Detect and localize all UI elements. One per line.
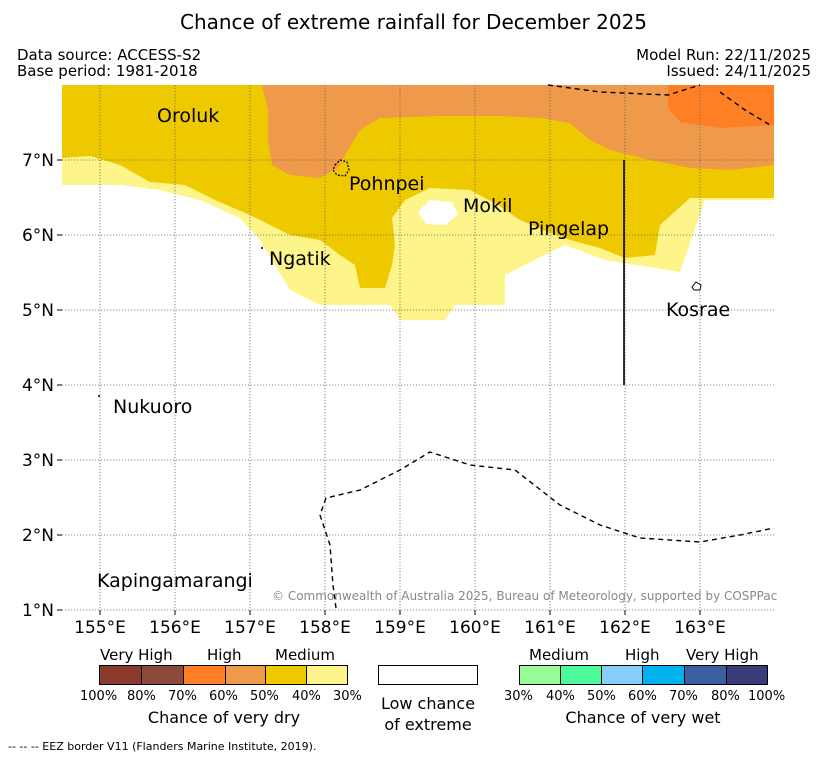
data-source: Data source: ACCESS-S2 [17,46,202,64]
x-tick-label: 163°E [674,618,726,638]
wet-tick: 80% [711,689,740,704]
dry-tick: 60% [209,689,238,704]
y-tick-label: 1°N [22,601,54,621]
pohnpei-island [332,159,350,177]
dry-tick: 70% [168,689,197,704]
region-white-hole [418,200,458,225]
x-tick-label: 156°E [149,618,201,638]
label-nukuoro: Nukuoro [113,396,192,418]
y-tick-label: 3°N [22,451,54,471]
low-chance-caption: Low chance of extreme [368,693,488,735]
dry-tick: 100% [80,689,118,704]
label-mokil: Mokil [463,195,513,217]
nukuoro-dot [98,395,100,397]
label-pohnpei: Pohnpei [349,173,425,195]
label-kosrae: Kosrae [666,299,730,321]
dry-heading-very-high: Very High [100,646,173,664]
x-tick-label: 157°E [224,618,276,638]
label-kapingamarangi: Kapingamarangi [97,570,253,592]
map-title: Chance of extreme rainfall for December … [179,10,648,34]
model-run: Model Run: 22/11/2025 [636,46,811,64]
dry-swatch [141,665,184,685]
dry-heading-medium: Medium [275,646,335,664]
dry-tick: 80% [127,689,156,704]
y-tick-label: 2°N [22,526,54,546]
ngatik-dot [261,247,263,249]
issued-date: Issued: 24/11/2025 [666,62,811,80]
region-bright-orange [668,85,774,128]
y-tick-label: 6°N [22,226,54,246]
dry-swatch [225,665,266,685]
map-fill-layer [62,85,774,610]
y-tick-label: 5°N [22,301,54,321]
label-pingelap: Pingelap [528,218,609,240]
dry-swatch [99,665,142,685]
wet-swatch [601,665,643,685]
wet-heading-medium: Medium [529,646,589,664]
eez-border [319,84,775,609]
dry-swatch [183,665,226,685]
wet-swatch [684,665,727,685]
kosrae-island [691,281,702,291]
x-tick-label: 161°E [524,618,576,638]
wet-caption: Chance of very wet [565,708,721,727]
wet-swatch [560,665,602,685]
y-tick-label: 7°N [22,151,54,171]
low-chance-swatch [378,665,478,685]
wet-tick: 40% [546,689,575,704]
x-tick-label: 155°E [74,618,126,638]
label-oroluk: Oroluk [157,105,219,127]
meta-right: Model Run: 22/11/2025 Issued: 24/11/2025 [636,47,811,79]
legend-dry: Very High High Medium 100% 80% 70% 60% 5… [0,640,380,740]
wet-tick: 30% [504,689,533,704]
dry-tick: 50% [250,689,279,704]
wet-swatch [726,665,768,685]
x-tick-label: 160°E [449,618,501,638]
region-orange [262,85,774,178]
dry-tick: 30% [333,689,362,704]
wet-heading-very-high: Very High [686,646,759,664]
dry-caption: Chance of very dry [147,708,301,727]
label-ngatik: Ngatik [269,248,331,270]
axis-ticks [57,159,701,615]
wet-tick: 70% [669,689,698,704]
wet-swatch [519,665,561,685]
dry-swatch [306,665,348,685]
eez-note: -- -- -- EEZ border V11 (Flanders Marine… [8,740,317,753]
low-chance-line2: of extreme [384,715,472,734]
dry-swatch [265,665,307,685]
wet-tick: 60% [628,689,657,704]
wet-tick: 100% [748,689,786,704]
wet-swatch [642,665,685,685]
x-tick-label: 162°E [599,618,651,638]
legend-wet: Medium High Very High 30% 40% 50% 60% 70… [490,640,790,740]
x-tick-label: 158°E [299,618,351,638]
dry-tick: 40% [292,689,321,704]
base-period: Base period: 1981-2018 [17,62,198,80]
meta-left: Data source: ACCESS-S2 Base period: 1981… [17,47,201,79]
copyright-note: © Commonwealth of Australia 2025, Bureau… [272,589,777,603]
x-tick-label: 159°E [374,618,426,638]
map-grid [62,85,774,611]
low-chance-line1: Low chance [380,694,476,713]
rainfall-map: Oroluk Pohnpei Mokil Pingelap Ngatik Kos… [22,84,777,638]
wet-heading-high: High [625,646,660,664]
y-tick-label: 4°N [22,376,54,396]
wet-tick: 50% [587,689,616,704]
dry-heading-high: High [207,646,242,664]
